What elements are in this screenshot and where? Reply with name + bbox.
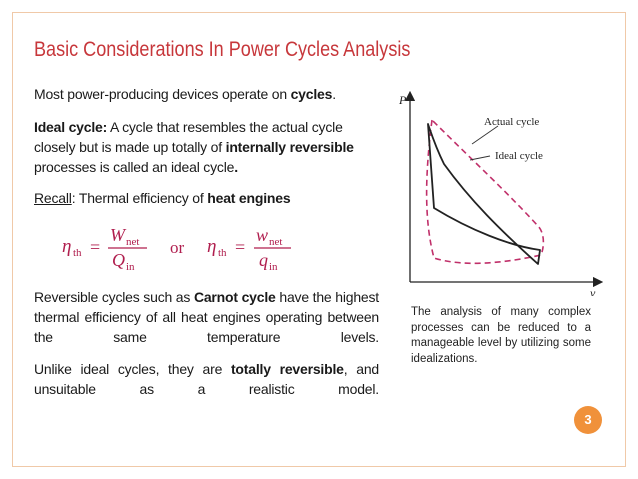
- ideal-cycle-bold: internally reversible: [225, 139, 354, 155]
- ideal-cycle-paragraph: Ideal cycle: A cycle that resembles the …: [34, 117, 379, 177]
- numerator-2-sub: net: [269, 236, 282, 248]
- numerator-2: w: [256, 225, 268, 245]
- reversible-paragraph: Reversible cycles such as Carnot cycle h…: [34, 287, 379, 347]
- page-number-badge: 3: [574, 406, 602, 434]
- actual-leader-line: [471, 125, 499, 145]
- ideal-cycle-curve: [425, 118, 545, 265]
- equals-2: =: [235, 237, 245, 257]
- intro-text: Most power-producing devices operate on: [34, 86, 291, 102]
- equals-1: =: [90, 237, 100, 257]
- ideal-cycle-label: Ideal cycle: [495, 150, 543, 162]
- ideal-leader-line: [469, 155, 491, 161]
- thermal-efficiency-formula: η th = W net Q in or η th = w net q in: [62, 225, 291, 273]
- volume-axis-label: v: [590, 286, 596, 296]
- slide-frame: [12, 12, 626, 467]
- actual-cycle-label: Actual cycle: [484, 116, 539, 128]
- eta-1: η: [62, 236, 71, 257]
- recall-text: : Thermal efficiency of: [71, 190, 208, 206]
- slide-title: Basic Considerations In Power Cycles Ana…: [34, 38, 411, 61]
- actual-cycle-curve: [427, 123, 541, 265]
- eta-2: η: [207, 236, 216, 257]
- recall-paragraph: Recall: Thermal efficiency of heat engin…: [34, 188, 379, 208]
- ideal-cycle-text-2: processes is called an ideal cycle: [34, 159, 235, 175]
- intro-bold: cycles: [290, 86, 333, 102]
- denominator-2-sub: in: [269, 261, 278, 273]
- denominator-1-sub: in: [126, 261, 135, 273]
- diagram-caption: The analysis of many complex processes c…: [411, 306, 591, 365]
- or-connector: or: [170, 238, 185, 257]
- numerator-1-sub: net: [126, 236, 139, 248]
- numerator-1: W: [110, 225, 127, 245]
- reversible-bold: Carnot cycle: [193, 289, 276, 305]
- pressure-axis-label: P: [398, 93, 407, 107]
- reversible-text-2: have the highest thermal efficiency of a…: [34, 289, 379, 345]
- unlike-text-2: , and unsuitable as a realistic model.: [34, 361, 379, 397]
- unlike-paragraph: Unlike ideal cycles, they are totally re…: [34, 359, 379, 399]
- denominator-2: q: [259, 250, 268, 270]
- intro-end: .: [332, 86, 336, 102]
- ideal-cycle-text-1: A cycle that resembles the actual cycle …: [34, 119, 343, 155]
- eta-2-sub: th: [218, 247, 227, 259]
- reversible-text-1: Reversible cycles such as: [34, 289, 194, 305]
- ideal-cycle-term: Ideal cycle:: [34, 119, 108, 135]
- recall-bold: heat engines: [207, 190, 291, 206]
- pv-diagram: P v Actual cycle Ideal cycle: [398, 90, 604, 296]
- eta-1-sub: th: [73, 247, 82, 259]
- unlike-bold: totally reversible: [230, 361, 344, 377]
- recall-label: Recall: [34, 190, 72, 206]
- ideal-cycle-end: .: [234, 159, 238, 175]
- intro-paragraph: Most power-producing devices operate on …: [34, 84, 379, 104]
- denominator-1: Q: [112, 250, 125, 270]
- unlike-text-1: Unlike ideal cycles, they are: [34, 361, 231, 377]
